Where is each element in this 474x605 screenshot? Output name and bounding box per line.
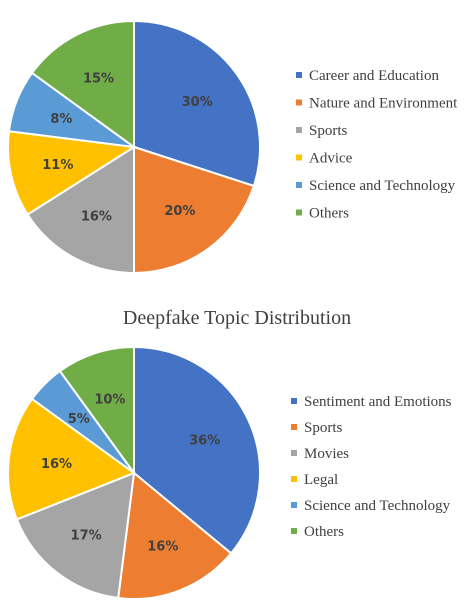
legend-label-nature-and-environment: Nature and Environment (309, 96, 458, 112)
legend-label-sentiment-and-emotions: Sentiment and Emotions (304, 394, 452, 410)
pie-slice-legal (7, 397, 137, 521)
slice-label-others: 10% (94, 393, 125, 408)
slice-label-legal: 16% (41, 457, 72, 472)
legend-label-career-and-education: Career and Education (309, 68, 439, 84)
legend-label-sports: Sports (309, 123, 348, 139)
legend-label-others: Others (304, 524, 344, 540)
chart-title-deepfake: Deepfake Topic Distribution (123, 307, 351, 329)
pie-slice-movies (15, 471, 136, 600)
legend-label-advice: Advice (309, 151, 353, 167)
slice-label-others: 15% (83, 71, 114, 86)
legend-swatch-advice (296, 154, 302, 161)
legend-swatch-nature-and-environment (296, 99, 302, 106)
legend-swatch-others (296, 209, 302, 216)
pie-slice-nature-and-environment (133, 145, 256, 275)
slice-label-sports: 16% (81, 210, 112, 225)
slice-label-movies: 17% (71, 529, 102, 544)
slice-label-nature-and-environment: 20% (164, 204, 195, 219)
legend-swatch-science-and-technology (296, 182, 302, 188)
slice-label-science-and-technology: 5% (68, 412, 90, 427)
legend-swatch-science-and-technology (291, 502, 297, 508)
slice-label-sports: 16% (147, 540, 178, 555)
pie-slice-sports (117, 471, 233, 600)
slice-label-science-and-technology: 8% (50, 112, 72, 127)
legend-swatch-career-and-education (296, 72, 302, 78)
slice-label-advice: 11% (42, 158, 73, 173)
pie-slice-sports (26, 145, 135, 275)
legend-label-legal: Legal (304, 472, 338, 488)
pie-slice-others (30, 19, 135, 149)
legend-swatch-movies (291, 450, 297, 456)
pie-chart-top: 30% 20% 16% 11% 8% 15% Career and Education Nat… (7, 19, 458, 275)
slice-label-sentiment-and-emotions: 36% (189, 434, 220, 449)
pie-slice-advice (7, 130, 137, 216)
legend-label-science-and-technology: Science and Technology (309, 178, 456, 194)
legend-swatch-others (291, 528, 297, 534)
legend-label-movies: Movies (304, 446, 349, 462)
slice-label-career-and-education: 30% (182, 95, 213, 110)
legend-swatch-sports (291, 424, 297, 430)
legend-swatch-sports (296, 127, 302, 133)
pie-slice-career-and-education (133, 19, 261, 188)
pie-slice-sentiment-and-emotions (133, 345, 261, 555)
legend-label-sports: Sports (304, 420, 343, 436)
pie-slice-others (58, 345, 135, 477)
legend-swatch-sentiment-and-emotions (291, 398, 297, 404)
legend-label-science-and-technology: Science and Technology (304, 498, 451, 514)
pie-chart-deepfake: 36% 16% 17% 16% 5% 10% Sentiment and Emotions S… (7, 345, 452, 600)
legend-label-others: Others (309, 206, 349, 222)
legend-swatch-legal (291, 476, 297, 482)
